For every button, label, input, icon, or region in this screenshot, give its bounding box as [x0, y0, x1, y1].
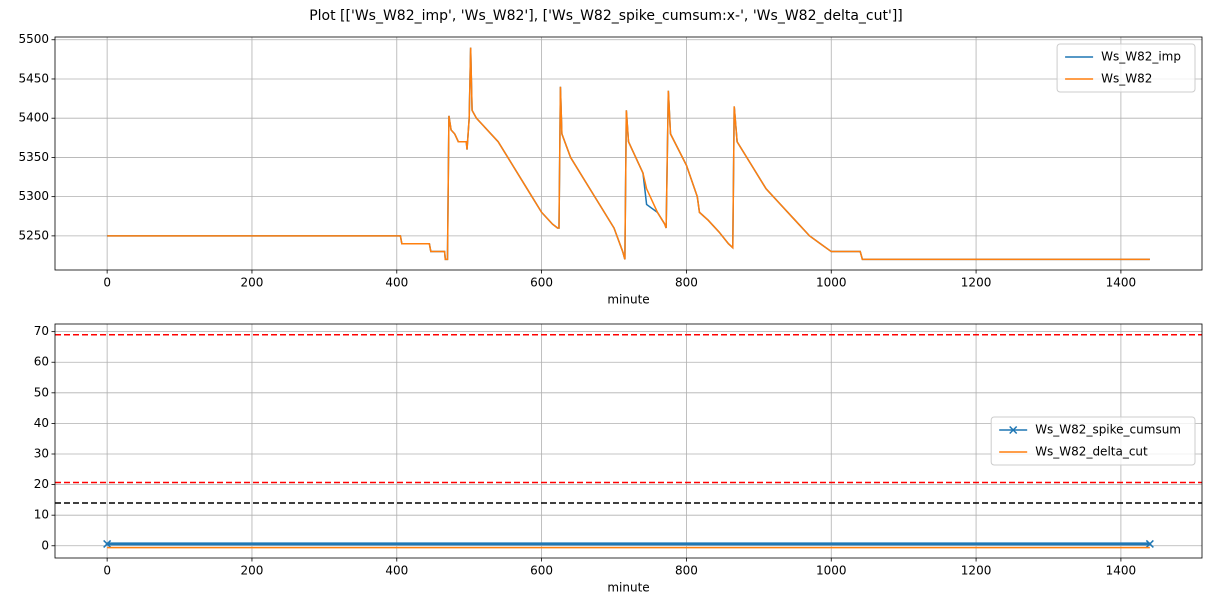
x-tick-label: 0 [103, 276, 111, 290]
y-tick-label: 70 [34, 324, 49, 338]
figure-title: Plot [['Ws_W82_imp', 'Ws_W82'], ['Ws_W82… [309, 8, 903, 24]
y-tick-label: 5300 [18, 189, 49, 203]
x-tick-label: 600 [530, 564, 553, 578]
x-tick-label: 600 [530, 276, 553, 290]
x-tick-label: 200 [241, 276, 264, 290]
axes-frame [54, 36, 1203, 271]
y-tick-label: 50 [34, 385, 49, 399]
y-tick-label: 5350 [18, 150, 49, 164]
legend-label: Ws_W82 [1101, 72, 1152, 86]
x-tick-label: 400 [385, 564, 408, 578]
series-line [107, 47, 1150, 261]
y-tick-label: 20 [34, 477, 49, 491]
y-tick-label: 5500 [18, 32, 49, 46]
marker [103, 539, 112, 548]
y-tick-label: 10 [34, 508, 49, 522]
x-tick-label: 200 [241, 564, 264, 578]
x-tick-label: 400 [385, 276, 408, 290]
x-tick-label: 1400 [1106, 564, 1137, 578]
legend-label: Ws_W82_imp [1101, 50, 1181, 64]
x-tick-label: 1000 [816, 564, 847, 578]
y-tick-label: 5400 [18, 111, 49, 125]
y-tick-label: 0 [41, 538, 49, 552]
legend-label: Ws_W82_spike_cumsum [1035, 423, 1181, 437]
y-tick-label: 40 [34, 416, 49, 430]
x-axis-label: minute [607, 293, 649, 307]
marker [1145, 539, 1154, 548]
y-tick-label: 5450 [18, 71, 49, 85]
x-tick-label: 0 [103, 564, 111, 578]
legend-label: Ws_W82_delta_cut [1035, 445, 1148, 459]
legend-marker [1009, 425, 1018, 435]
axes: 0 200 400 600 800 1000 1200 1400 5250 5300 5350 540… [18, 32, 1203, 307]
y-tick-label: 5250 [18, 228, 49, 242]
x-tick-label: 1200 [961, 276, 992, 290]
x-tick-label: 800 [675, 276, 698, 290]
x-tick-label: 1400 [1106, 276, 1137, 290]
y-tick-label: 30 [34, 447, 49, 461]
legend [990, 416, 1196, 466]
x-tick-label: 1000 [816, 276, 847, 290]
x-axis-label: minute [607, 581, 649, 595]
axes-frame [54, 323, 1203, 559]
x-tick-label: 800 [675, 564, 698, 578]
legend [1056, 43, 1196, 93]
x-tick-label: 1200 [961, 564, 992, 578]
axes: 0 200 400 600 800 1000 1200 1400 0 10 20 30 40 50 60 70… [34, 323, 1203, 595]
y-tick-label: 60 [34, 355, 49, 369]
